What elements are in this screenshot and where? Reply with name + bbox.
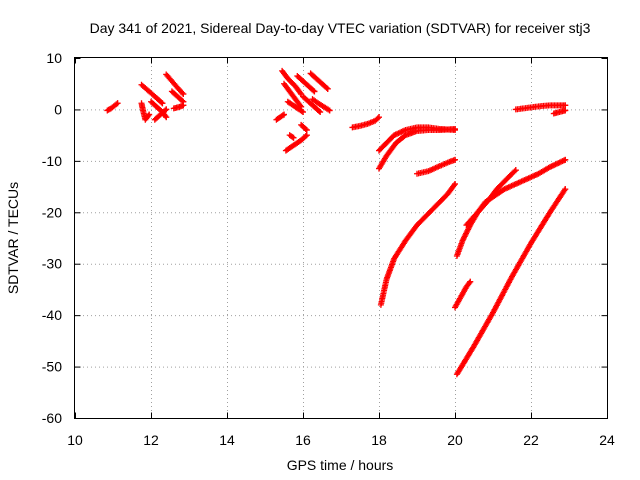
data-point-marker [452,156,458,163]
x-tick-label: 20 [447,432,463,448]
series-s20 [349,114,382,131]
data-point-marker [302,133,309,140]
data-point-marker [562,156,569,163]
series-s4 [148,98,170,121]
y-tick-labels: -60 -50 -40 -30 -20 -10 0 10 [42,50,62,426]
x-tick-label: 18 [371,432,387,448]
series-s3 [138,100,153,123]
data-point-marker [113,101,120,108]
data-point-marker [315,107,322,114]
series-s24 [377,181,458,308]
data-point-marker [179,97,186,104]
data-point-marker [146,111,153,118]
data-point-marker [180,102,187,109]
data-point-marker [310,87,317,94]
series-s13 [294,73,318,95]
data-point-marker [374,115,381,122]
data-point-marker [452,125,458,132]
plot-frame [74,57,608,419]
data-point-marker [289,133,296,140]
series-s15 [307,70,331,92]
data-point-marker [326,107,333,114]
data-point-marker [300,109,306,115]
x-tick-label: 24 [599,432,615,448]
data-point-marker [452,181,458,187]
data-point-marker [179,89,186,96]
chart-title: Day 341 of 2021, Sidereal Day-to-day VTE… [90,20,591,36]
series-s1 [104,100,121,114]
y-tick-label: -30 [42,256,62,272]
data-point-marker [317,109,324,115]
series-s8 [170,102,187,112]
series-s23 [414,156,458,177]
data-point-marker [180,91,187,97]
data-point-marker [562,186,569,193]
data-point-marker [158,99,165,106]
data-point-marker [451,182,458,189]
data-point-marker [466,280,473,286]
data-point-marker [512,167,519,174]
data-point-marker [145,112,152,119]
x-tick-label: 22 [523,432,539,448]
y-tick-label: -40 [42,307,62,323]
series-s6 [163,71,187,97]
y-tick-label: 10 [46,50,62,66]
series-s18 [282,132,310,154]
series-s22 [376,125,458,172]
data-point-marker [303,132,310,139]
data-point-marker [376,114,382,121]
series-s12 [273,111,287,123]
data-point-marker [159,100,166,107]
data-point-marker [162,107,169,114]
x-tick-label: 14 [219,432,235,448]
data-point-marker [303,127,310,133]
data-points [104,67,569,378]
data-point-marker [163,114,170,121]
data-point-marker [281,111,287,118]
series-s16 [309,96,333,114]
y-tick-label: 0 [54,101,62,117]
y-tick-label: -50 [42,359,62,375]
x-axis-label: GPS time / hours [287,457,394,473]
y-tick-label: -10 [42,153,62,169]
series-s5 [151,106,170,123]
series-s11 [284,98,306,115]
y-tick-label: -60 [42,410,62,426]
x-tick-label: 12 [143,432,159,448]
gridlines [75,58,607,418]
data-point-marker [298,108,305,115]
series-s19 [298,121,310,133]
series-s30 [550,107,569,117]
x-tick-label: 16 [295,432,311,448]
y-tick-label: -20 [42,204,62,220]
data-point-marker [562,102,569,109]
series-s14 [300,93,324,115]
data-point-marker [279,112,286,119]
data-point-marker [114,100,121,107]
data-point-marker [290,134,297,141]
axis-ticks [74,57,608,419]
y-axis-label: SDTVAR / TECUs [5,182,21,294]
data-point-marker [467,278,474,285]
x-tick-labels: 10 12 14 16 18 20 22 24 [67,432,615,448]
data-point-marker [323,84,330,91]
series-s29 [512,102,569,113]
data-point-marker [302,125,309,132]
data-point-marker [562,107,569,114]
series-s2 [138,81,166,107]
data-point-marker [162,112,169,119]
series-s17 [286,132,297,141]
series-s26 [463,167,519,229]
series-s27 [452,278,474,311]
data-point-marker [324,85,331,92]
data-point-marker [163,106,170,113]
x-tick-label: 10 [67,432,83,448]
series-s28 [453,186,569,378]
data-point-marker [297,89,304,96]
data-point-marker [511,168,518,175]
data-point-marker [311,88,318,95]
